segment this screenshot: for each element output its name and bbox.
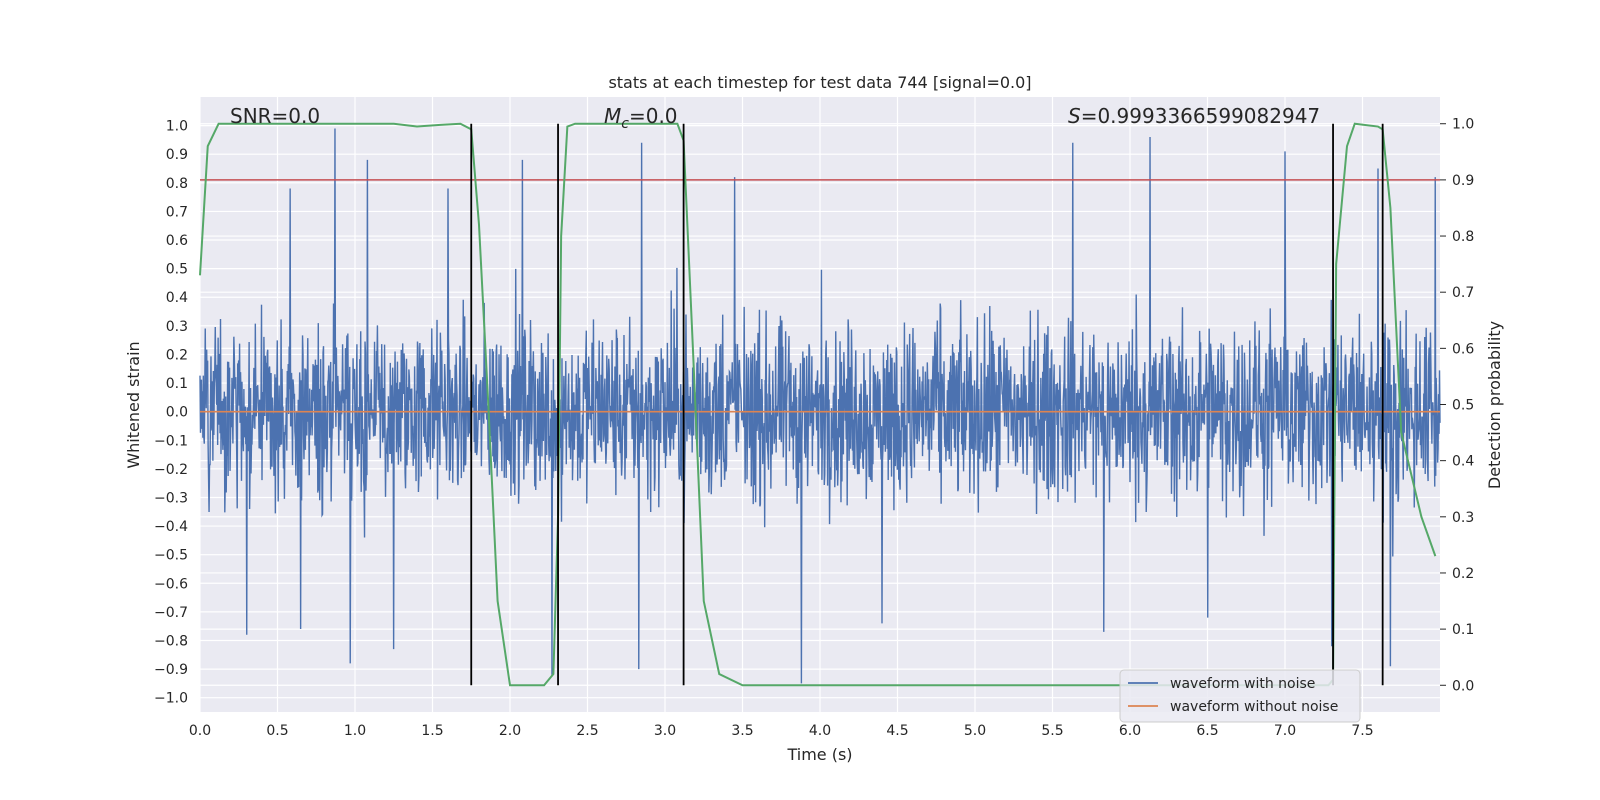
y-tick-label: 0.4 (166, 290, 188, 306)
y-tick-label: 0.5 (166, 262, 188, 278)
x-tick-label: 0.5 (266, 723, 288, 739)
probability-line (199, 122, 1437, 687)
legend-label-noise: waveform with noise (1170, 676, 1315, 692)
y-tick-label: −0.3 (154, 490, 188, 506)
snr-annotation: SNR=0.0 (230, 104, 320, 128)
x-tick-label: 4.5 (886, 723, 908, 739)
vline-layer (470, 123, 1384, 686)
y-tick-label: 0.2 (166, 347, 188, 363)
x-tick-label: 0.0 (189, 723, 211, 739)
y2-axis-label: Detection probability (1485, 321, 1504, 489)
y2-tick-label: 0.4 (1452, 454, 1474, 470)
x-tick-label: 5.0 (964, 723, 986, 739)
y-tick-label: −0.5 (154, 548, 188, 564)
y2-tick-label: 0.5 (1452, 398, 1474, 414)
y-tick-label: −0.2 (154, 462, 188, 478)
probability-series (199, 122, 1437, 687)
x-axis-label: Time (s) (786, 745, 852, 764)
s-annotation: S=0.9993366599082947 (1068, 104, 1320, 128)
mc-subscript: c (621, 116, 629, 132)
y-tick-label: −0.7 (154, 605, 188, 621)
y-tick-label: 0.0 (166, 405, 188, 421)
legend-label-clean: waveform without noise (1170, 699, 1338, 715)
y-axis-label: Whitened strain (124, 341, 143, 468)
y2-tick-label: 0.0 (1452, 678, 1474, 694)
x-tick-label: 1.5 (421, 723, 443, 739)
y2-tick-label: 0.7 (1452, 285, 1474, 301)
y2-tick-label: 0.2 (1452, 566, 1474, 582)
y2-tick-label: 0.9 (1452, 173, 1474, 189)
y-tick-label: 0.8 (166, 176, 188, 192)
x-tick-label: 1.0 (344, 723, 366, 739)
y-tick-label: 0.1 (166, 376, 188, 392)
y-tick-label: −0.6 (154, 576, 188, 592)
x-tick-label: 6.5 (1196, 723, 1218, 739)
y2-tick-label: 0.1 (1452, 622, 1474, 638)
x-tick-label: 5.5 (1041, 723, 1063, 739)
x-tick-label: 7.0 (1274, 723, 1296, 739)
y-tick-label: −0.1 (154, 433, 188, 449)
y-tick-label: −0.9 (154, 662, 188, 678)
y2-tick-label: 0.6 (1452, 341, 1474, 357)
y-tick-label: −1.0 (154, 691, 188, 707)
x-tick-label: 4.0 (809, 723, 831, 739)
x-tick-label: 7.5 (1351, 723, 1373, 739)
y-tick-label: 0.6 (166, 233, 188, 249)
x-tick-label: 6.0 (1119, 723, 1141, 739)
y2-axis: 0.0 0.1 0.2 0.3 0.4 0.5 0.6 0.7 0.8 0.9 1.0 (1440, 117, 1474, 694)
y2-tick-label: 0.8 (1452, 229, 1474, 245)
x-tick-label: 3.5 (731, 723, 753, 739)
y2-tick-label: 1.0 (1452, 117, 1474, 133)
s-symbol: S (1068, 104, 1081, 128)
legend-box (1119, 669, 1361, 723)
y-tick-label: −0.4 (154, 519, 188, 535)
legend: waveform with noise waveform without noi… (1119, 669, 1361, 723)
mc-symbol: M (604, 104, 621, 128)
y-tick-label: 1.0 (166, 119, 188, 135)
x-tick-label: 2.5 (576, 723, 598, 739)
y2-tick-label: 0.3 (1452, 510, 1474, 526)
mc-value: =0.0 (629, 104, 678, 128)
noise-waveform-line (199, 128, 1441, 684)
y-tick-label: 0.3 (166, 319, 188, 335)
y-tick-label: −0.8 (154, 633, 188, 649)
s-value: =0.9993366599082947 (1081, 104, 1320, 128)
y-tick-label: 0.7 (166, 204, 188, 220)
y-axis: −1.0 −0.9 −0.8 −0.7 −0.6 −0.5 −0.4 −0.3 −0.2 −0.1… (154, 119, 188, 707)
mc-annotation: Mc=0.0 (604, 104, 678, 132)
x-tick-label: 3.0 (654, 723, 676, 739)
chart-title: stats at each timestep for test data 744… (608, 73, 1031, 92)
noise-series (199, 128, 1441, 684)
y-tick-label: 0.9 (166, 147, 188, 163)
x-axis: 0.0 0.5 1.0 1.5 2.0 2.5 3.0 3.5 4.0 4.5 5.0 5.5 6.0 6… (189, 723, 1374, 739)
x-tick-label: 2.0 (499, 723, 521, 739)
